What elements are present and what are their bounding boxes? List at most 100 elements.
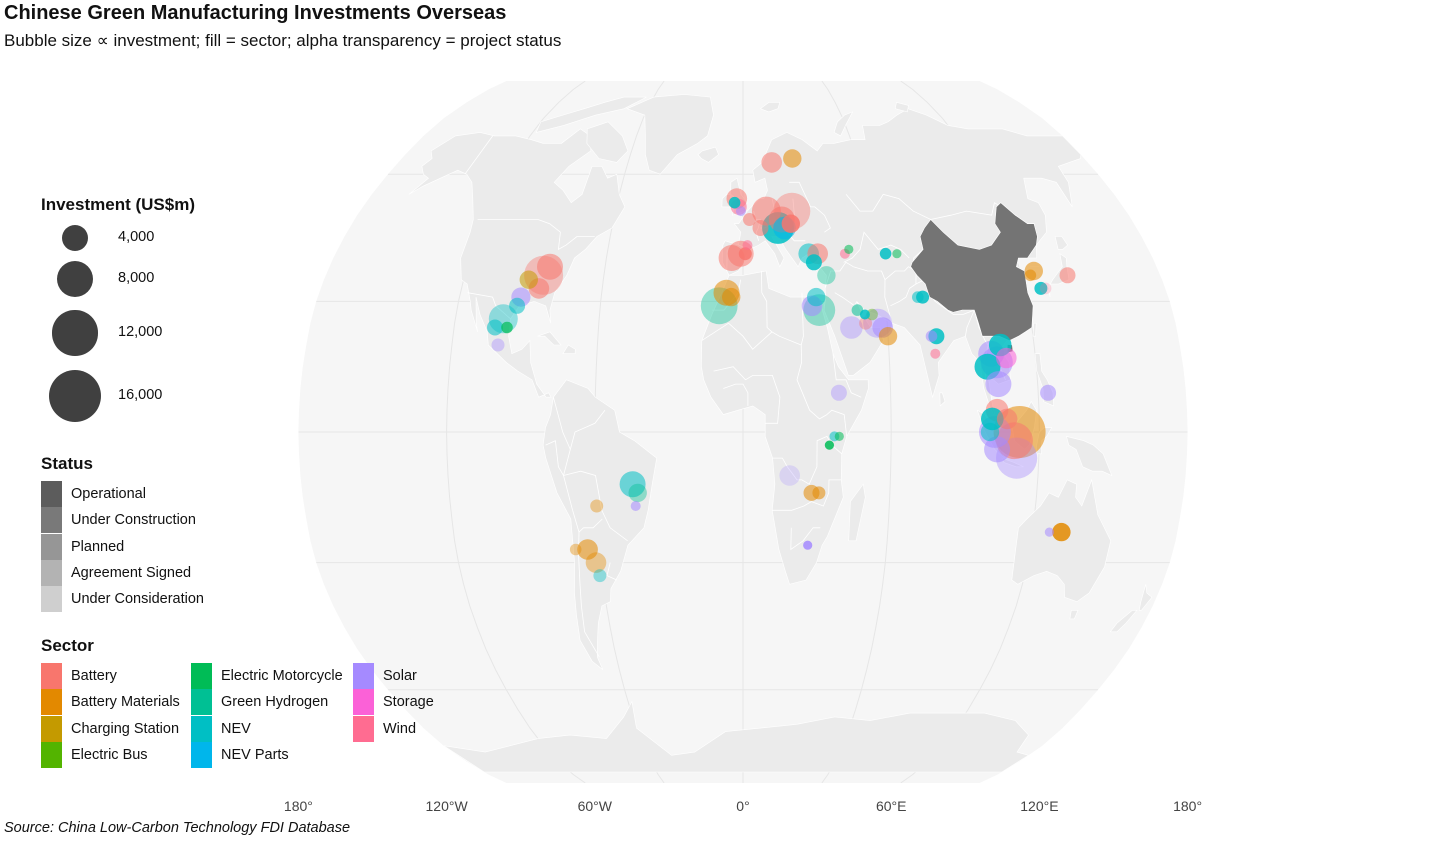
status-label: Under Construction	[71, 512, 196, 529]
investment-bubble	[830, 384, 847, 401]
country-border	[606, 562, 617, 581]
sector-swatch	[191, 741, 212, 768]
sector-swatch	[353, 715, 374, 742]
investment-bubble	[866, 308, 878, 321]
investment-bubble	[912, 291, 924, 303]
country-border	[790, 527, 821, 551]
land-svalbard	[759, 102, 781, 113]
sector-label: Electric Bus	[71, 746, 148, 763]
land-new-guinea	[1066, 435, 1113, 477]
country-border	[572, 510, 603, 533]
x-tick-label: 0°	[736, 798, 749, 814]
land-iceland	[697, 146, 719, 163]
sector-legend-item: Electric Motorcycle	[191, 663, 361, 689]
land-canadian-arctic	[535, 96, 647, 133]
status-swatch	[41, 533, 62, 560]
investment-bubble	[1024, 269, 1037, 282]
investment-bubble	[735, 206, 746, 217]
land-north-america	[408, 128, 626, 398]
status-swatch	[41, 586, 62, 613]
investment-bubble	[590, 499, 604, 513]
land-cuba	[537, 331, 562, 346]
investment-bubble	[630, 501, 641, 511]
investment-bubble	[807, 287, 826, 307]
country-border	[824, 261, 854, 289]
sector-swatch	[353, 689, 374, 716]
status-swatch	[41, 481, 62, 507]
bubble-layer	[487, 149, 1076, 583]
investment-bubble	[980, 422, 1000, 442]
country-border	[843, 231, 910, 263]
country-border	[723, 383, 749, 406]
investment-bubble	[752, 220, 769, 236]
land-new-zealand-north	[1138, 584, 1153, 611]
country-border	[789, 181, 831, 233]
investment-legend-label: 4,000	[118, 229, 155, 245]
investment-legend-label: 16,000	[118, 387, 163, 403]
investment-bubble	[878, 327, 898, 346]
land-madagascar	[848, 483, 866, 542]
sector-legend-item: Battery Materials	[41, 689, 211, 716]
sector-legend-item: Wind	[353, 715, 523, 742]
sector-swatch	[41, 741, 62, 768]
land-hispaniola	[562, 344, 576, 354]
sector-legend-item: NEV	[191, 715, 361, 742]
investment-bubble	[491, 338, 505, 352]
country-border	[553, 397, 571, 450]
status-legend-item: Planned	[41, 533, 301, 560]
status-label: Under Consideration	[71, 591, 204, 608]
investment-bubble	[805, 254, 822, 271]
sector-legend-item: Green Hydrogen	[191, 689, 361, 716]
investment-bubble	[761, 152, 782, 173]
land-taiwan	[1032, 322, 1037, 337]
investment-bubble	[985, 371, 1012, 398]
sector-legend-item: NEV Parts	[191, 741, 361, 768]
sector-legend-item: Storage	[353, 689, 523, 716]
investment-legend-label: 8,000	[118, 270, 155, 286]
investment-bubble	[824, 440, 835, 450]
sector-swatch	[191, 689, 212, 716]
investment-bubble	[722, 287, 741, 307]
land-novaya-zemlya	[833, 111, 854, 137]
country-border	[772, 435, 842, 485]
country-border	[464, 135, 494, 175]
sector-label: Solar	[383, 668, 417, 684]
sector-label: NEV Parts	[221, 746, 289, 763]
sector-label: Charging Station	[71, 720, 180, 737]
investment-bubble	[781, 214, 800, 233]
status-legend-item: Agreement Signed	[41, 559, 301, 586]
status-swatch	[41, 559, 62, 586]
investment-bubble	[1034, 281, 1048, 295]
investment-bubble	[817, 266, 836, 285]
land-hokkaido	[1054, 236, 1068, 250]
x-axis-ticks: 180° 120°W 60°W 0° 60°E 120°E 180°	[284, 798, 1202, 814]
source-caption: Source: China Low-Carbon Technology FDI …	[4, 820, 351, 836]
investment-bubble	[1044, 527, 1054, 537]
x-tick-label: 180°	[284, 798, 313, 814]
investment-legend-label: 12,000	[118, 324, 163, 340]
sector-legend-item: Electric Bus	[41, 741, 211, 768]
country-border	[834, 292, 858, 307]
investment-bubble	[859, 316, 873, 330]
investment-bubble	[783, 149, 802, 168]
status-label: Planned	[71, 538, 125, 555]
status-swatch	[41, 507, 62, 534]
land-tasmania	[1069, 610, 1079, 620]
land-japan	[1047, 253, 1070, 298]
investment-bubble	[501, 321, 513, 334]
country-border	[884, 266, 917, 307]
investment-bubble	[996, 347, 1017, 369]
x-tick-label: 60°W	[578, 798, 613, 814]
land-africa	[701, 270, 869, 585]
investment-bubble	[812, 486, 826, 500]
investment-bubble	[537, 253, 563, 280]
investment-legend-circle	[49, 370, 101, 422]
investment-bubble	[738, 247, 752, 261]
investment-bubble	[519, 270, 538, 289]
country-border	[713, 366, 781, 424]
land-antarctica	[443, 700, 1030, 773]
country-border	[761, 270, 773, 333]
investment-bubble	[930, 348, 941, 359]
country-border	[772, 479, 842, 511]
